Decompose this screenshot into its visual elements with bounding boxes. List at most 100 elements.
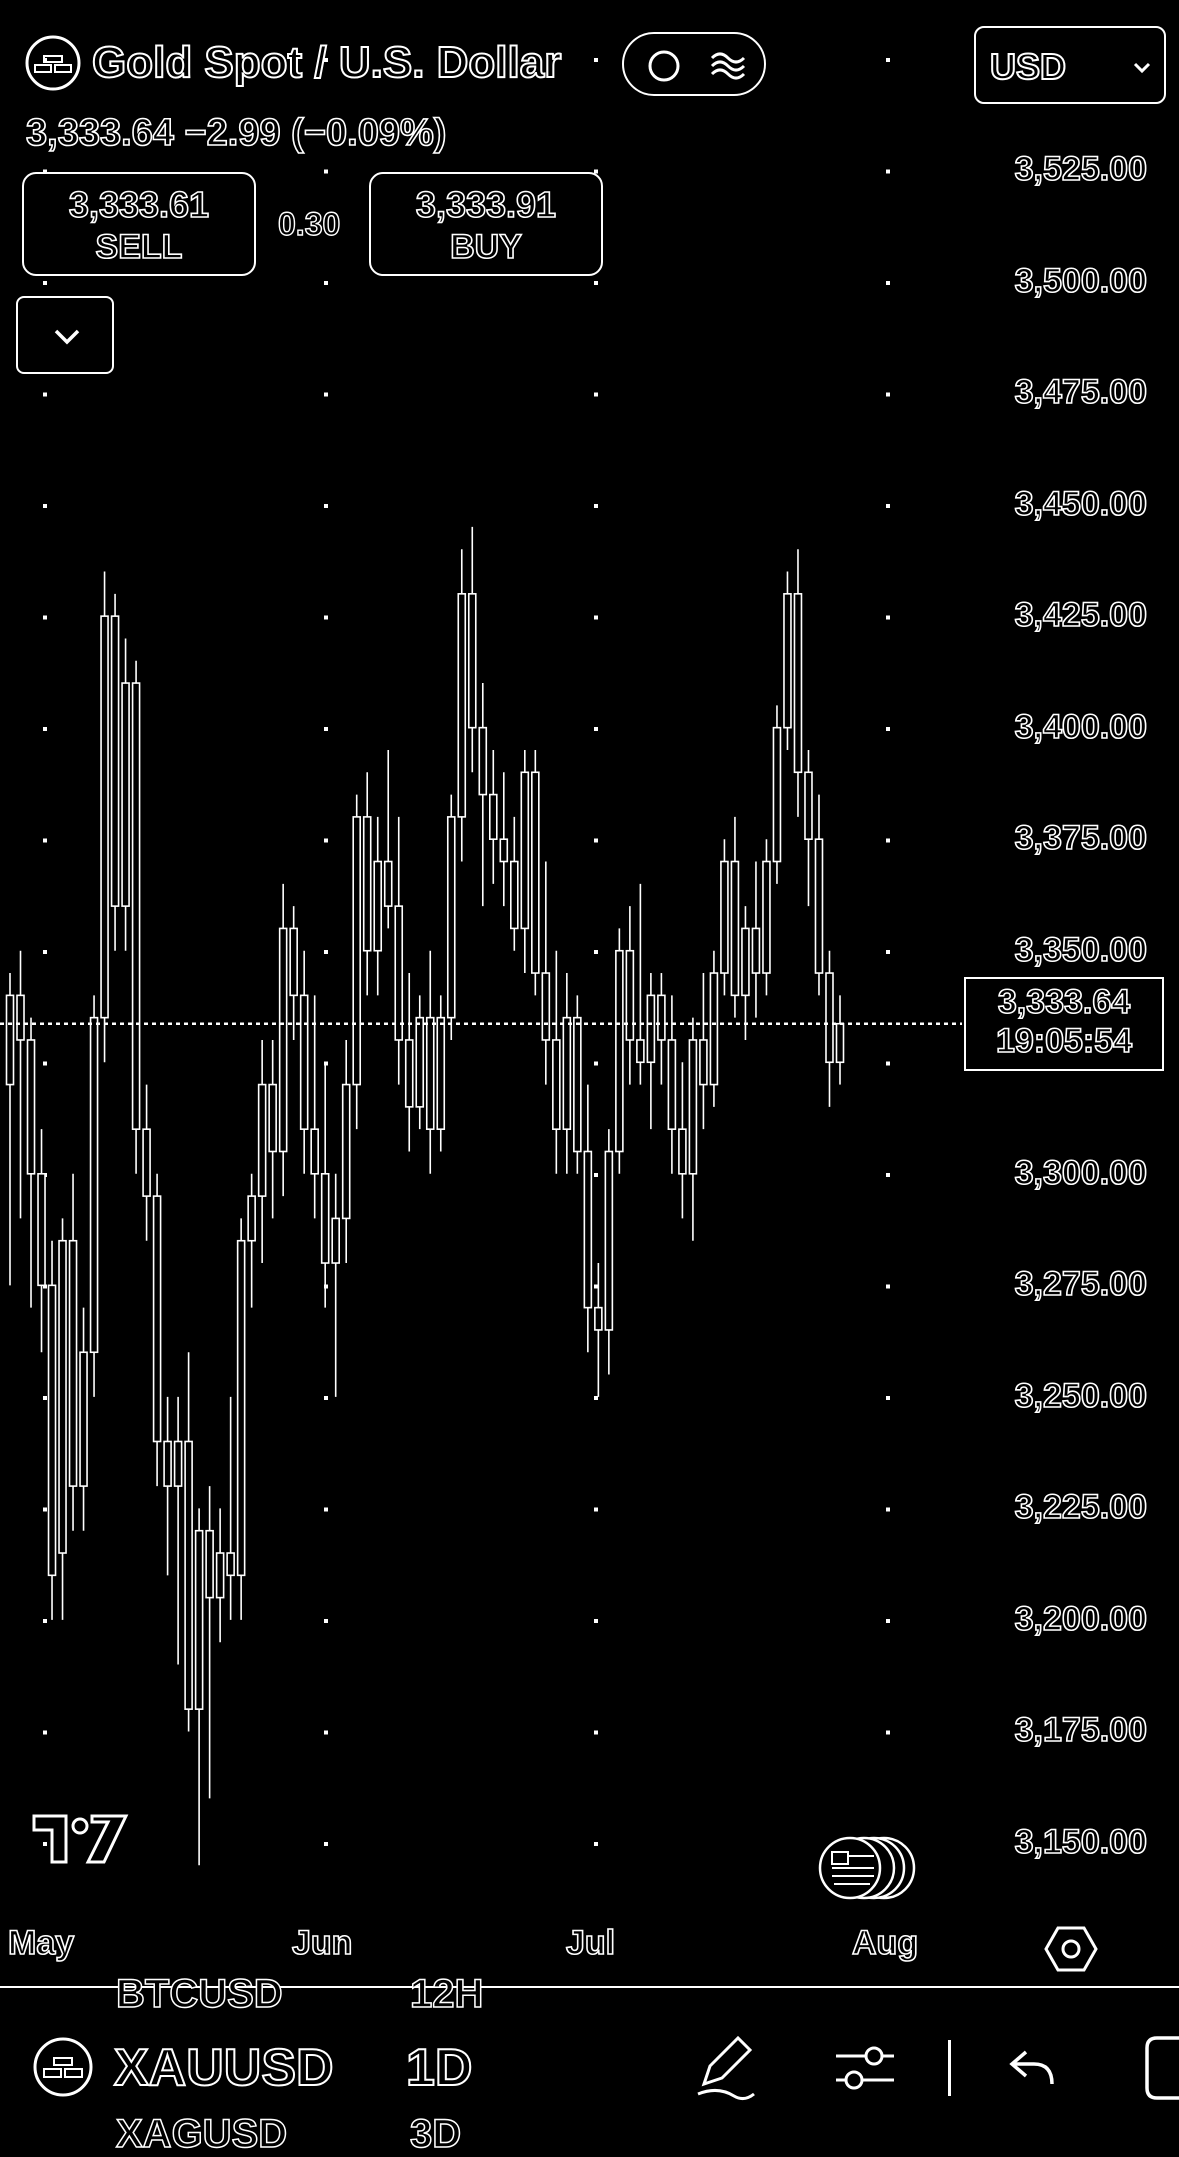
candle[interactable] <box>89 995 99 1397</box>
sliders-icon[interactable] <box>832 2038 898 2098</box>
candle[interactable] <box>142 1084 151 1241</box>
candle[interactable] <box>520 749 530 974</box>
candle[interactable] <box>47 1240 57 1620</box>
candle[interactable] <box>5 973 15 1286</box>
candle[interactable] <box>720 839 729 996</box>
prev-symbol[interactable]: BTCUSD <box>115 1971 283 2017</box>
candle[interactable] <box>467 526 477 773</box>
candle[interactable] <box>488 749 498 884</box>
candle[interactable] <box>762 839 771 996</box>
candle[interactable] <box>415 995 425 1130</box>
candle[interactable] <box>226 1396 235 1620</box>
candle[interactable] <box>436 995 446 1152</box>
candle[interactable] <box>573 995 582 1174</box>
fullscreen-icon[interactable] <box>1144 2034 1179 2102</box>
candle[interactable] <box>247 1173 256 1308</box>
candle[interactable] <box>320 1062 330 1308</box>
candle[interactable] <box>667 995 677 1174</box>
candle[interactable] <box>814 794 824 996</box>
candle[interactable] <box>152 1173 162 1487</box>
candle[interactable] <box>562 973 572 1174</box>
candle[interactable] <box>804 749 813 907</box>
sell-button[interactable]: 3,333.61 SELL <box>22 172 256 276</box>
settings-hex-icon[interactable] <box>1044 1924 1098 1974</box>
undo-icon[interactable] <box>1004 2040 1060 2096</box>
next-interval[interactable]: 3D <box>409 2111 462 2157</box>
candle[interactable] <box>383 749 393 929</box>
market-flags[interactable] <box>804 1834 924 1909</box>
candle[interactable] <box>783 571 792 750</box>
chart-style-toggle[interactable] <box>622 32 766 96</box>
candle[interactable] <box>531 749 540 996</box>
candle[interactable] <box>404 973 414 1152</box>
candle[interactable] <box>425 950 435 1174</box>
next-symbol[interactable]: XAGUSD <box>115 2111 288 2157</box>
candle[interactable] <box>499 772 509 907</box>
candle[interactable] <box>184 1352 193 1732</box>
candle[interactable] <box>709 950 719 1107</box>
candle[interactable] <box>583 1084 593 1353</box>
candle[interactable] <box>730 816 740 1018</box>
candle[interactable] <box>394 816 404 1085</box>
candle[interactable] <box>310 995 319 1219</box>
candle[interactable] <box>236 1218 246 1620</box>
candle[interactable] <box>362 772 372 996</box>
candle[interactable] <box>205 1486 214 1799</box>
candle[interactable] <box>688 1017 698 1241</box>
candle[interactable] <box>37 1129 46 1353</box>
pen-icon[interactable] <box>690 2030 762 2102</box>
candle[interactable] <box>835 995 845 1085</box>
candle[interactable] <box>625 906 635 1085</box>
candle[interactable] <box>741 906 750 1040</box>
tradingview-logo[interactable] <box>32 1812 132 1871</box>
candle[interactable] <box>552 950 561 1174</box>
symbol-header[interactable]: Gold Spot / U.S. Dollar <box>24 34 562 92</box>
candle[interactable] <box>510 816 519 951</box>
candle[interactable] <box>772 705 782 884</box>
candle[interactable] <box>26 1017 36 1308</box>
candle[interactable] <box>289 906 298 1040</box>
candle[interactable] <box>541 861 551 1085</box>
candle[interactable] <box>678 1062 687 1219</box>
candle[interactable] <box>331 1173 340 1397</box>
collapse-button[interactable] <box>16 296 114 374</box>
candle[interactable] <box>646 973 656 1130</box>
candle[interactable] <box>825 950 834 1107</box>
interval-selector[interactable]: 1D <box>405 2038 473 2098</box>
candle[interactable] <box>352 794 362 1130</box>
candle[interactable] <box>173 1396 183 1665</box>
candle[interactable] <box>793 549 803 817</box>
candle[interactable] <box>110 593 120 951</box>
time-axis[interactable]: May Jun Jul Aug <box>0 1922 940 1972</box>
candlestick-chart[interactable] <box>0 0 1179 2000</box>
symbol-selector[interactable]: XAUUSD <box>113 2038 335 2098</box>
candle[interactable] <box>194 1508 204 1866</box>
candle[interactable] <box>457 549 467 862</box>
candle[interactable] <box>131 660 141 1174</box>
candle[interactable] <box>58 1218 67 1620</box>
candle[interactable] <box>615 928 624 1174</box>
candle[interactable] <box>341 1039 351 1264</box>
candle[interactable] <box>594 1263 603 1397</box>
candle[interactable] <box>79 1307 88 1531</box>
candle[interactable] <box>446 794 456 1040</box>
candle[interactable] <box>478 683 488 907</box>
candle[interactable] <box>751 861 761 1018</box>
candle[interactable] <box>257 1039 267 1264</box>
candle[interactable] <box>163 1396 172 1576</box>
candle[interactable] <box>373 816 383 996</box>
candle[interactable] <box>121 638 130 951</box>
candle[interactable] <box>699 973 708 1130</box>
candle[interactable] <box>16 950 25 1219</box>
candle[interactable] <box>636 883 645 1085</box>
candle[interactable] <box>68 1173 78 1531</box>
candle[interactable] <box>100 571 109 1063</box>
candle[interactable] <box>604 1129 614 1375</box>
candle[interactable] <box>268 1039 277 1219</box>
candle[interactable] <box>215 1508 225 1643</box>
buy-button[interactable]: 3,333.91 BUY <box>369 172 603 276</box>
candle[interactable] <box>657 973 666 1085</box>
currency-select[interactable]: USD <box>974 26 1166 104</box>
candle[interactable] <box>299 950 309 1174</box>
candle[interactable] <box>278 883 288 1197</box>
